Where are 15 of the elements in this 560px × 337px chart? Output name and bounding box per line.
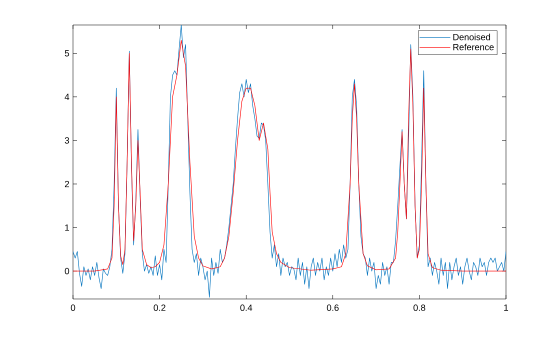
y-tick-label: 0	[64, 268, 70, 274]
x-tick-label: 0.2	[154, 304, 166, 311]
legend-label: Denoised	[453, 34, 490, 40]
y-tick-label: 2	[64, 180, 70, 188]
x-tick-label: 1	[504, 304, 508, 311]
line-series	[73, 40, 506, 272]
y-tick-label: 4	[64, 94, 70, 100]
x-tick-label: 0.8	[413, 304, 426, 311]
x-tick-label: 0.4	[240, 304, 252, 311]
x-tick-label: 0	[70, 304, 76, 311]
x-tick-label: 0.6	[326, 304, 339, 311]
y-tick-label: 5	[64, 50, 70, 56]
y-tick-label: 3	[64, 137, 70, 144]
legend-label: Reference	[453, 44, 494, 50]
y-tick-label: 1	[65, 224, 70, 231]
